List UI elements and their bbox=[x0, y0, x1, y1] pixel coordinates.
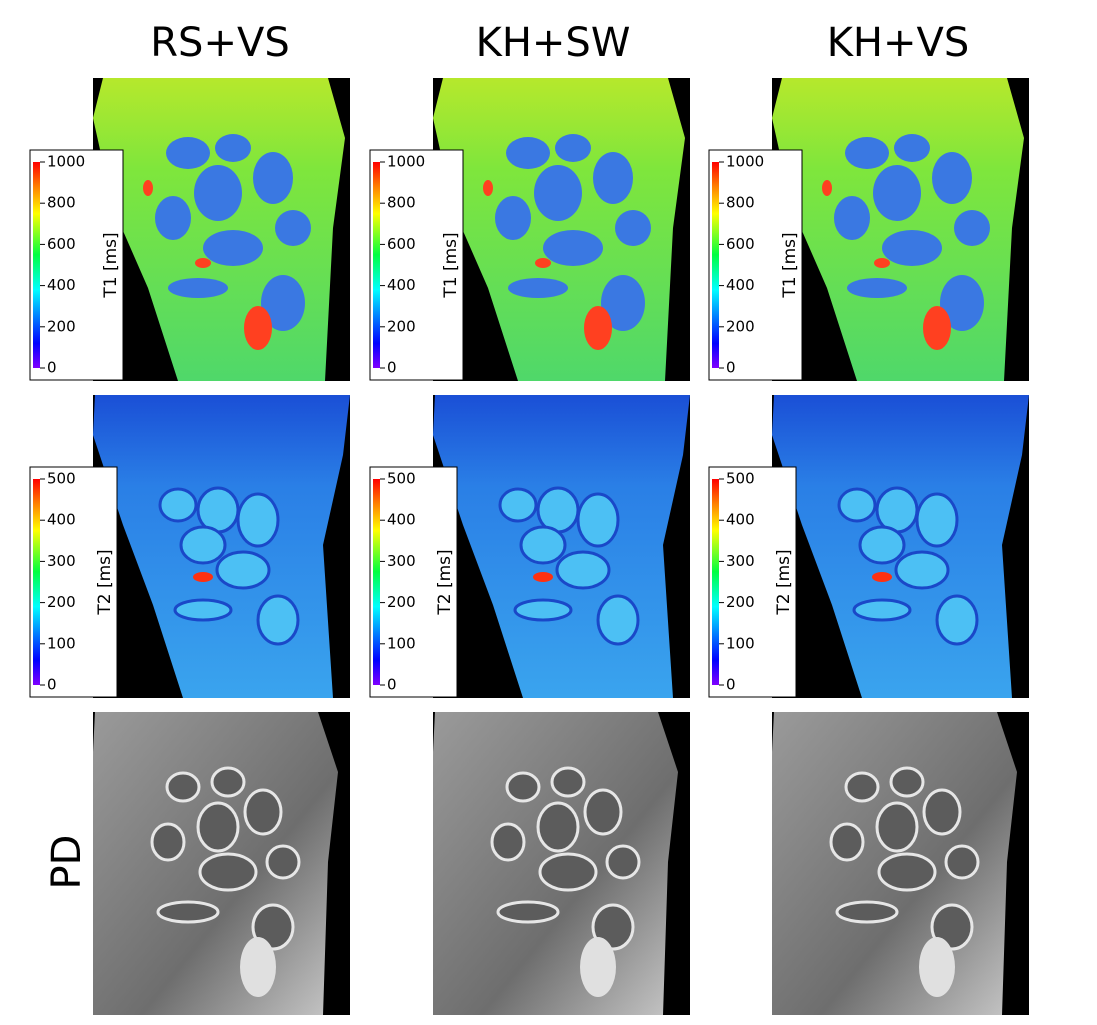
colorbar-label: T2 [ms] bbox=[435, 549, 455, 615]
colorbar-box bbox=[369, 149, 464, 381]
image-panel bbox=[772, 78, 1029, 381]
colorbar-tick-label: 800 bbox=[387, 194, 416, 212]
colorbar-tick-label: 0 bbox=[47, 359, 57, 377]
colorbar-tick-label: 0 bbox=[387, 359, 397, 377]
colorbar-tick-label: 200 bbox=[387, 317, 416, 335]
colorbar-tick-label: 300 bbox=[726, 552, 755, 570]
colorbar-tick-label: 500 bbox=[47, 470, 76, 488]
colorbar-tick-label: 0 bbox=[47, 676, 57, 694]
colorbar-tick-label: 100 bbox=[726, 634, 755, 652]
colorbar-strip bbox=[712, 162, 719, 368]
colorbar-strip bbox=[373, 162, 380, 368]
colorbar-strip bbox=[33, 162, 40, 368]
colorbar-strip bbox=[373, 479, 380, 685]
image-panel bbox=[772, 712, 1029, 1015]
colorbar-tick-label: 0 bbox=[726, 359, 736, 377]
row-label: PD bbox=[44, 835, 90, 890]
colorbar-tick-label: 600 bbox=[47, 235, 76, 253]
colorbar-tick-label: 400 bbox=[47, 511, 76, 529]
colorbar-box bbox=[29, 149, 124, 381]
colorbar-label: T1 [ms] bbox=[441, 232, 461, 298]
colorbar-tick-label: 500 bbox=[387, 470, 416, 488]
colorbar: 0 200 400 600 800 1000 T1 [ms] bbox=[369, 149, 464, 381]
colorbar-box bbox=[29, 466, 118, 698]
colorbar-tick-label: 0 bbox=[387, 676, 397, 694]
image-panel bbox=[433, 712, 690, 1015]
colorbar-tick-label: 800 bbox=[726, 194, 755, 212]
colorbar-label: T1 [ms] bbox=[780, 232, 800, 298]
colorbar-strip bbox=[33, 479, 40, 685]
image-panel bbox=[433, 78, 690, 381]
colorbar: 0 100 200 300 400 500 T2 [ms] bbox=[369, 466, 458, 698]
colorbar-tick-label: 400 bbox=[387, 276, 416, 294]
colorbar-box bbox=[708, 466, 797, 698]
colorbar: 0 100 200 300 400 500 T2 [ms] bbox=[708, 466, 797, 698]
colorbar-tick-label: 600 bbox=[726, 235, 755, 253]
colorbar-box bbox=[369, 466, 458, 698]
colorbar: 0 200 400 600 800 1000 T1 [ms] bbox=[708, 149, 803, 381]
image-panel bbox=[93, 78, 350, 381]
colorbar-tick-label: 800 bbox=[47, 194, 76, 212]
image-panel bbox=[772, 395, 1029, 698]
colorbar-tick-label: 200 bbox=[726, 317, 755, 335]
image-panel bbox=[433, 395, 690, 698]
column-title: KH+VS bbox=[827, 20, 970, 66]
column-title: RS+VS bbox=[150, 20, 289, 66]
colorbar-label: T2 [ms] bbox=[95, 549, 115, 615]
colorbar-tick-label: 200 bbox=[726, 593, 755, 611]
column-title: KH+SW bbox=[476, 20, 631, 66]
colorbar: 0 200 400 600 800 1000 T1 [ms] bbox=[29, 149, 124, 381]
colorbar-tick-label: 100 bbox=[387, 634, 416, 652]
colorbar-tick-label: 600 bbox=[387, 235, 416, 253]
image-panel bbox=[93, 712, 350, 1015]
colorbar-tick-label: 500 bbox=[726, 470, 755, 488]
colorbar: 0 100 200 300 400 500 T2 [ms] bbox=[29, 466, 118, 698]
colorbar-tick-label: 200 bbox=[387, 593, 416, 611]
colorbar-tick-label: 400 bbox=[387, 511, 416, 529]
colorbar-tick-label: 1000 bbox=[47, 153, 85, 171]
colorbar-tick-label: 400 bbox=[726, 276, 755, 294]
image-panel bbox=[93, 395, 350, 698]
colorbar-tick-label: 200 bbox=[47, 593, 76, 611]
colorbar-label: T2 [ms] bbox=[774, 549, 794, 615]
colorbar-tick-label: 1000 bbox=[387, 153, 425, 171]
colorbar-tick-label: 400 bbox=[47, 276, 76, 294]
colorbar-box bbox=[708, 149, 803, 381]
colorbar-label: T1 [ms] bbox=[101, 232, 121, 298]
colorbar-tick-label: 200 bbox=[47, 317, 76, 335]
colorbar-tick-label: 300 bbox=[387, 552, 416, 570]
colorbar-strip bbox=[712, 479, 719, 685]
colorbar-tick-label: 400 bbox=[726, 511, 755, 529]
colorbar-tick-label: 0 bbox=[726, 676, 736, 694]
colorbar-tick-label: 100 bbox=[47, 634, 76, 652]
colorbar-tick-label: 1000 bbox=[726, 153, 764, 171]
colorbar-tick-label: 300 bbox=[47, 552, 76, 570]
